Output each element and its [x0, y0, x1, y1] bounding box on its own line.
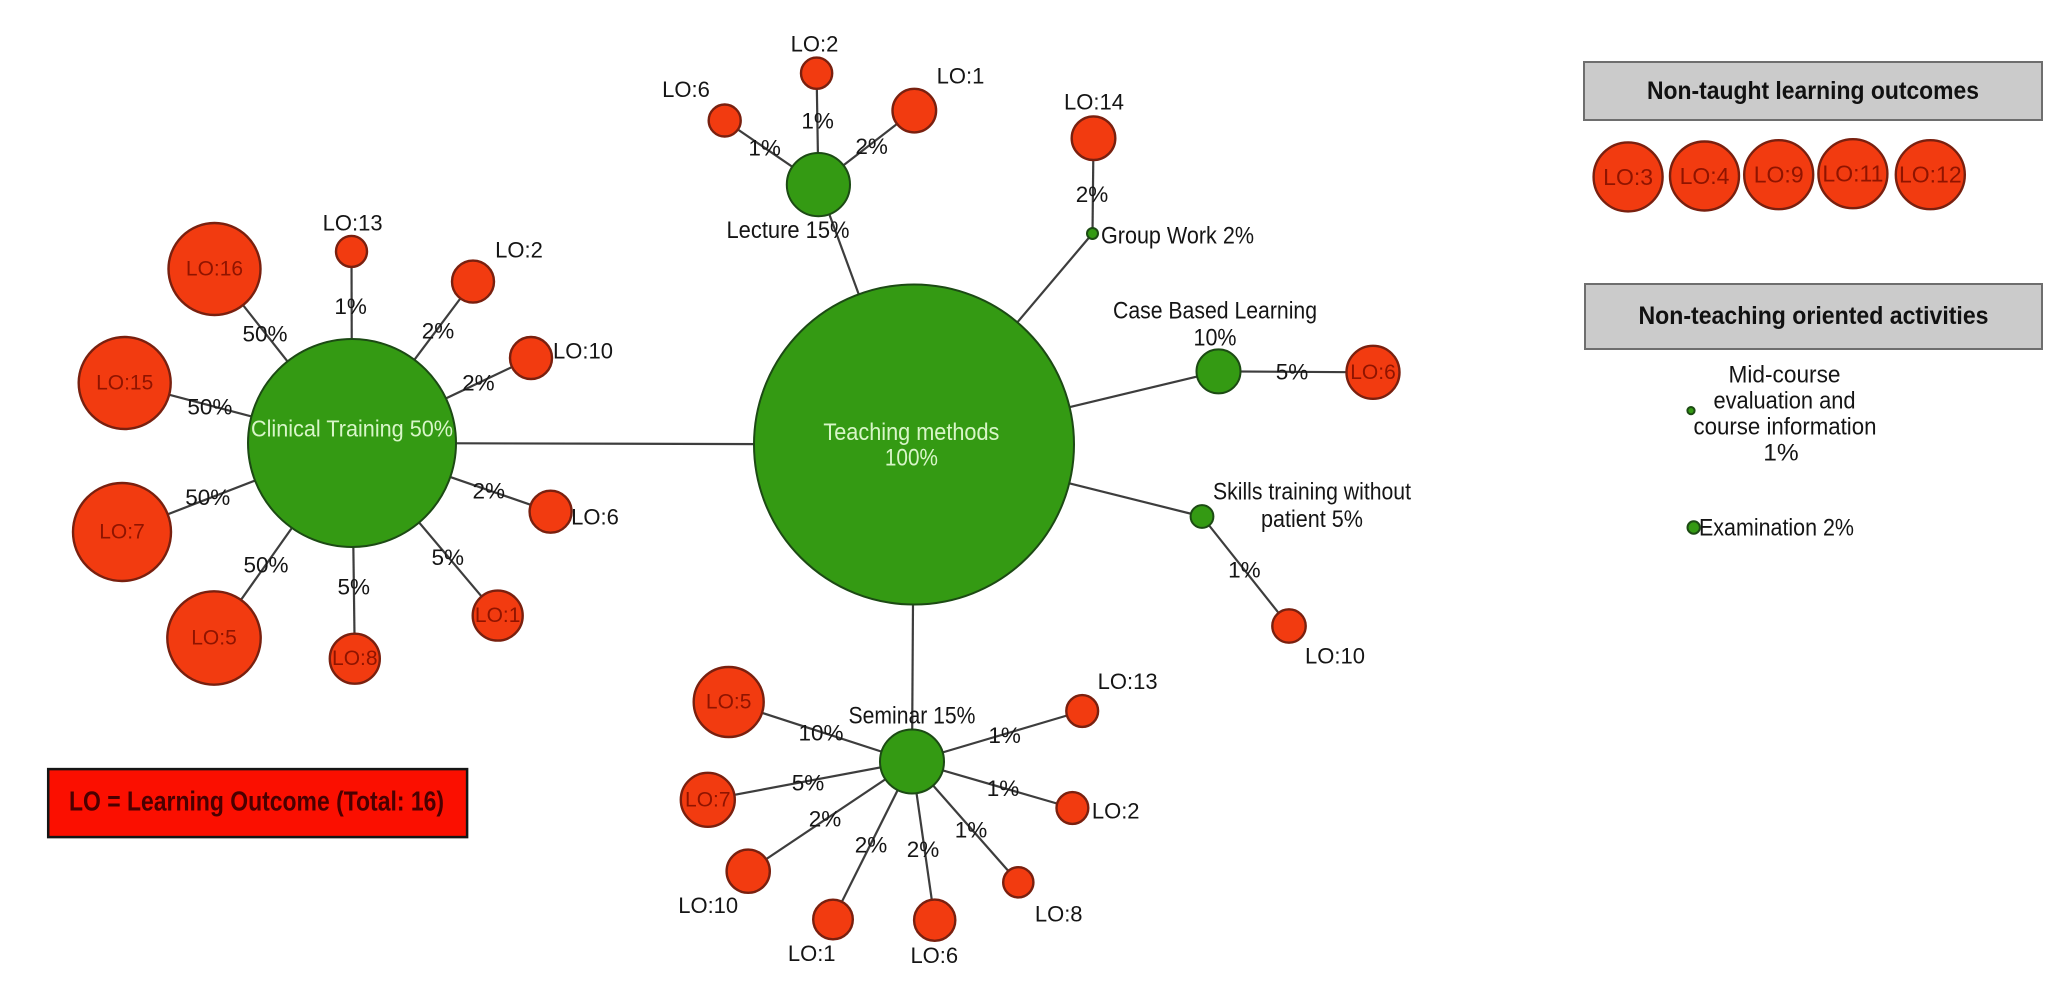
- svg-text:Non-taught learning outcomes: Non-taught learning outcomes: [1647, 77, 1979, 105]
- svg-text:LO:8: LO:8: [1035, 902, 1083, 927]
- svg-text:LO:6: LO:6: [1350, 361, 1396, 384]
- svg-text:50%: 50%: [243, 553, 288, 578]
- svg-text:course information: course information: [1694, 414, 1877, 441]
- svg-text:LO = Learning Outcome (Total:: LO = Learning Outcome (Total: 16): [69, 786, 444, 817]
- svg-text:Lecture 15%: Lecture 15%: [727, 217, 850, 244]
- svg-text:1%: 1%: [748, 136, 781, 161]
- svg-text:Seminar 15%: Seminar 15%: [849, 703, 976, 730]
- svg-text:LO:13: LO:13: [1098, 669, 1158, 694]
- svg-text:5%: 5%: [338, 575, 371, 600]
- svg-text:Mid-course: Mid-course: [1729, 362, 1841, 389]
- svg-text:2%: 2%: [473, 479, 506, 504]
- svg-text:LO:5: LO:5: [706, 691, 752, 714]
- svg-text:2%: 2%: [907, 837, 940, 862]
- svg-text:LO:1: LO:1: [788, 941, 836, 966]
- svg-text:LO:10: LO:10: [678, 893, 738, 918]
- svg-text:LO:14: LO:14: [1064, 89, 1124, 114]
- svg-text:1%: 1%: [334, 294, 367, 319]
- svg-text:LO:16: LO:16: [186, 258, 243, 281]
- svg-text:1%: 1%: [1763, 440, 1798, 467]
- svg-text:1%: 1%: [988, 723, 1021, 748]
- svg-text:2%: 2%: [462, 370, 495, 395]
- svg-text:1%: 1%: [801, 109, 834, 134]
- svg-text:1%: 1%: [987, 776, 1020, 801]
- svg-text:50%: 50%: [242, 322, 287, 347]
- svg-text:10%: 10%: [1194, 325, 1237, 352]
- svg-text:Teaching methods: Teaching methods: [823, 419, 999, 446]
- svg-text:LO:7: LO:7: [99, 521, 145, 544]
- svg-text:Skills training without: Skills training without: [1213, 479, 1411, 506]
- svg-text:LO:6: LO:6: [662, 77, 710, 102]
- svg-text:LO:1: LO:1: [937, 63, 985, 88]
- svg-text:LO:1: LO:1: [475, 604, 521, 627]
- svg-text:5%: 5%: [432, 545, 465, 570]
- svg-text:evaluation and: evaluation and: [1714, 388, 1856, 415]
- svg-text:LO:3: LO:3: [1603, 164, 1653, 190]
- svg-text:10%: 10%: [798, 721, 843, 746]
- svg-text:LO:12: LO:12: [1899, 162, 1962, 188]
- svg-text:1%: 1%: [1228, 558, 1261, 583]
- svg-text:1%: 1%: [955, 818, 988, 843]
- svg-text:100%: 100%: [885, 445, 938, 472]
- svg-text:Examination 2%: Examination 2%: [1699, 515, 1854, 542]
- svg-text:LO:4: LO:4: [1680, 163, 1730, 189]
- svg-text:2%: 2%: [1076, 182, 1109, 207]
- svg-text:LO:13: LO:13: [323, 211, 383, 236]
- svg-text:LO:7: LO:7: [685, 788, 731, 811]
- svg-text:LO:10: LO:10: [553, 339, 613, 364]
- svg-text:2%: 2%: [809, 807, 842, 832]
- svg-text:Group Work 2%: Group Work 2%: [1101, 223, 1254, 250]
- svg-text:Non-teaching oriented activiti: Non-teaching oriented activities: [1639, 302, 1989, 330]
- svg-text:patient 5%: patient 5%: [1261, 506, 1363, 533]
- svg-text:5%: 5%: [792, 771, 825, 796]
- svg-text:50%: 50%: [185, 485, 230, 510]
- svg-text:LO:6: LO:6: [571, 505, 619, 530]
- svg-text:LO:9: LO:9: [1754, 162, 1804, 188]
- svg-text:LO:8: LO:8: [332, 647, 378, 670]
- svg-text:LO:2: LO:2: [1092, 799, 1140, 824]
- svg-text:2%: 2%: [855, 134, 888, 159]
- svg-text:LO:15: LO:15: [96, 372, 153, 395]
- svg-text:Case Based Learning: Case Based Learning: [1113, 298, 1317, 325]
- svg-text:LO:2: LO:2: [791, 32, 839, 57]
- svg-text:LO:10: LO:10: [1305, 644, 1365, 669]
- svg-text:LO:5: LO:5: [191, 627, 237, 650]
- svg-text:LO:6: LO:6: [910, 943, 958, 968]
- svg-text:LO:2: LO:2: [495, 238, 543, 263]
- svg-text:LO:11: LO:11: [1822, 161, 1883, 187]
- svg-text:Clinical Training 50%: Clinical Training 50%: [251, 416, 453, 442]
- svg-text:2%: 2%: [855, 833, 888, 858]
- svg-text:5%: 5%: [1276, 360, 1309, 385]
- svg-text:2%: 2%: [422, 318, 455, 343]
- svg-text:50%: 50%: [187, 394, 232, 419]
